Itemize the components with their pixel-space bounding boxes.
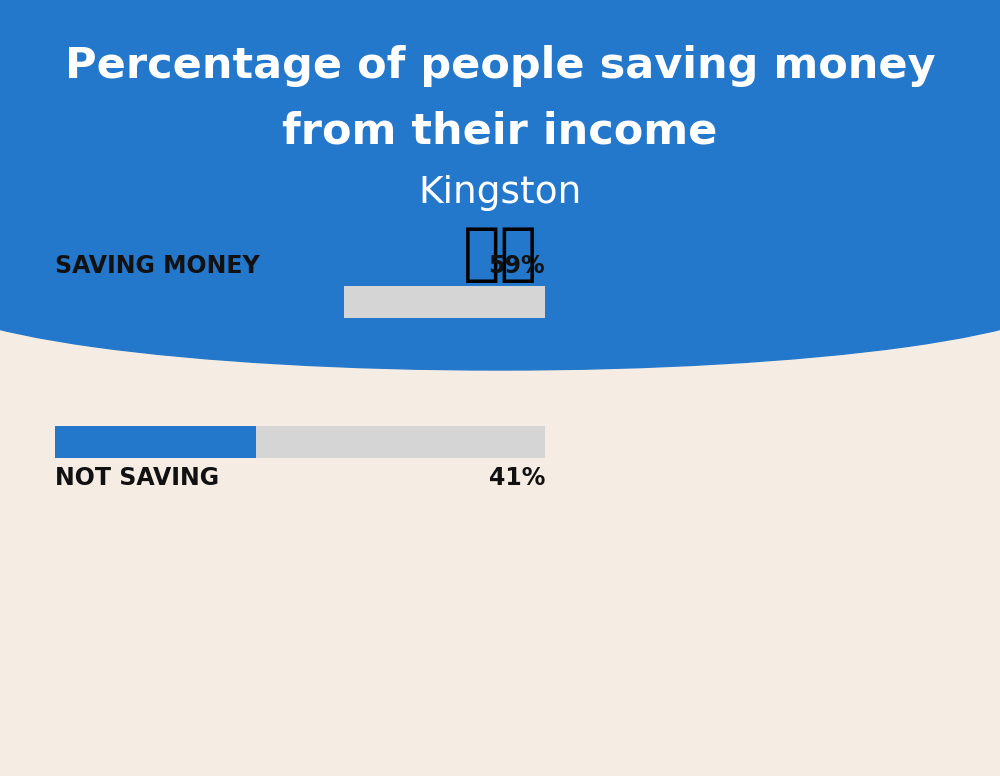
- Text: 🇯🇲: 🇯🇲: [462, 225, 538, 285]
- Text: from their income: from their income: [282, 110, 718, 152]
- Bar: [55, 426, 256, 458]
- Bar: [0, 0, 1000, 290]
- Text: Kingston: Kingston: [418, 175, 582, 211]
- Text: 59%: 59%: [488, 254, 545, 278]
- Bar: [55, 286, 344, 318]
- Text: SAVING MONEY: SAVING MONEY: [55, 254, 260, 278]
- Bar: [55, 286, 545, 318]
- Text: 41%: 41%: [489, 466, 545, 490]
- Text: NOT SAVING: NOT SAVING: [55, 466, 219, 490]
- Text: Percentage of people saving money: Percentage of people saving money: [65, 45, 935, 87]
- Ellipse shape: [0, 210, 1000, 370]
- Bar: [55, 426, 545, 458]
